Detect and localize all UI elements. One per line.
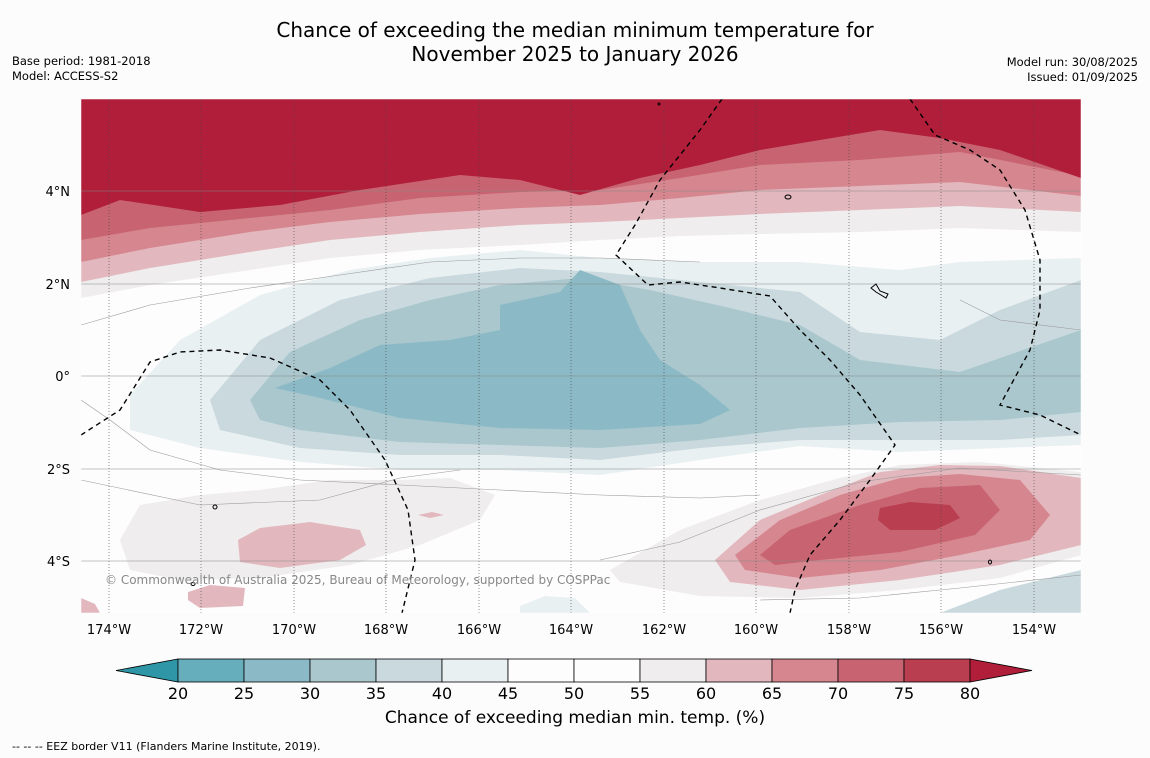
colorbar-tick-label: 65 xyxy=(761,684,783,703)
lat-label: 2°S xyxy=(47,463,70,478)
title-line-2: November 2025 to January 2026 xyxy=(411,42,739,66)
lon-label: 156°W xyxy=(919,623,963,638)
colorbar-segment xyxy=(375,658,443,683)
colorbar-segment xyxy=(309,658,377,683)
colorbar-tick-label: 40 xyxy=(431,684,453,703)
colorbar-segment xyxy=(507,658,575,683)
colorbar-tick-label: 60 xyxy=(695,684,717,703)
band-65-70-corner xyxy=(81,598,100,613)
colorbar-extend-low xyxy=(115,658,179,683)
band-80-plus-south xyxy=(878,502,960,530)
band-35-40-southeast xyxy=(940,570,1081,613)
lon-label: 168°W xyxy=(364,623,408,638)
lon-label: 172°W xyxy=(179,623,223,638)
colorbar-tick-label: 45 xyxy=(497,684,519,703)
colorbar-segment xyxy=(771,658,839,683)
colorbar-segment xyxy=(903,658,971,683)
band-65-70-southwest-c xyxy=(418,512,444,518)
base-period-text: Base period: 1981-2018 xyxy=(12,54,151,68)
colorbar-tick-label: 25 xyxy=(233,684,255,703)
colorbar-tick-label: 30 xyxy=(299,684,321,703)
colorbar-segment xyxy=(177,658,245,683)
colorbar-tick-label: 55 xyxy=(629,684,651,703)
band-65-70-southwest-a xyxy=(238,522,366,568)
band-65-70-southwest-b xyxy=(188,585,245,608)
colorbar xyxy=(115,658,1033,683)
lon-label: 174°W xyxy=(87,623,131,638)
title-line-1: Chance of exceeding the median minimum t… xyxy=(276,18,874,42)
colorbar-segment xyxy=(705,658,773,683)
lat-label: 4°N xyxy=(46,185,71,200)
latitude-axis: 4°N 2°N 0° 2°S 4°S xyxy=(46,185,71,570)
colorbar-segment xyxy=(441,658,509,683)
model-text: Model: ACCESS-S2 xyxy=(12,69,119,83)
eez-footnote: -- -- -- EEZ border V11 (Flanders Marine… xyxy=(12,740,321,753)
eez-borders xyxy=(81,99,1081,613)
colorbar-tick-label: 75 xyxy=(893,684,915,703)
lon-label: 160°W xyxy=(734,623,778,638)
meta-right: Model run: 30/08/2025 Issued: 01/09/2025 xyxy=(1007,55,1138,85)
colorbar-extend-high xyxy=(969,658,1033,683)
copyright-text: © Commonwealth of Australia 2025, Bureau… xyxy=(105,573,611,587)
model-run-text: Model run: 30/08/2025 xyxy=(1006,55,1138,69)
colorbar-tick-label: 70 xyxy=(827,684,849,703)
issued-text: Issued: 01/09/2025 xyxy=(1027,70,1138,84)
lon-label: 158°W xyxy=(827,623,871,638)
band-40-45-south xyxy=(520,596,590,613)
colorbar-tick-label: 20 xyxy=(167,684,189,703)
band-25-30-central xyxy=(275,270,730,430)
longitude-axis: 174°W 172°W 170°W 168°W 166°W 164°W 162°… xyxy=(87,623,1056,638)
meta-left: Base period: 1981-2018 Model: ACCESS-S2 xyxy=(12,54,151,84)
colorbar-segment xyxy=(243,658,311,683)
islands xyxy=(190,102,992,586)
colorbar-segment xyxy=(573,658,641,683)
contour-lines xyxy=(81,257,1081,601)
forecast-map: 4°N 2°N 0° 2°S 4°S 174°W 172°W 170°W 168… xyxy=(46,99,1081,683)
lat-label: 0° xyxy=(55,370,70,385)
lon-label: 164°W xyxy=(549,623,593,638)
colorbar-tick-label: 50 xyxy=(563,684,585,703)
lon-label: 154°W xyxy=(1012,623,1056,638)
colorbar-segment xyxy=(837,658,905,683)
lat-label: 4°S xyxy=(47,555,70,570)
lon-label: 170°W xyxy=(272,623,316,638)
colorbar-label: Chance of exceeding median min. temp. (%… xyxy=(384,708,766,728)
probability-field xyxy=(81,99,1081,613)
colorbar-tick-label: 80 xyxy=(959,684,981,703)
lon-label: 162°W xyxy=(642,623,686,638)
chart-title: Chance of exceeding the median minimum t… xyxy=(0,18,1150,66)
latitude-gridlines xyxy=(81,190,1081,562)
colorbar-segment xyxy=(639,658,707,683)
lat-label: 2°N xyxy=(46,278,71,293)
lon-label: 166°W xyxy=(457,623,501,638)
colorbar-tick-label: 35 xyxy=(365,684,387,703)
band-80-plus-north xyxy=(81,99,1081,215)
